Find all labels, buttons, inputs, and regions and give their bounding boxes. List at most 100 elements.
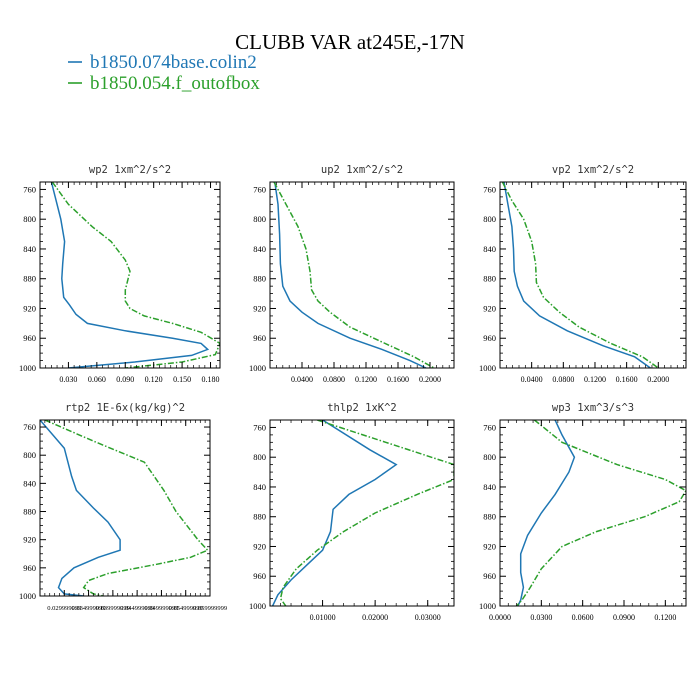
panel-title: wp2 1xm^2/s^2 [89, 164, 171, 176]
x-tick-label: 0.150 [173, 375, 191, 384]
y-tick-label: 840 [23, 478, 36, 488]
y-tick-label: 880 [23, 507, 36, 517]
y-tick-label: 800 [253, 214, 266, 224]
y-tick-label: 1000 [19, 591, 36, 601]
y-tick-label: 760 [483, 422, 496, 432]
y-tick-label: 1000 [479, 363, 496, 373]
series-line-base [517, 420, 576, 606]
x-tick-label: 0.030 [59, 375, 77, 384]
series-line-base [40, 420, 121, 596]
x-tick-label: 0.1600 [387, 375, 409, 384]
y-tick-label: 960 [23, 333, 36, 343]
x-tick-label: 0.029999999 [47, 605, 81, 612]
y-tick-label: 920 [483, 541, 496, 551]
y-tick-label: 920 [253, 541, 266, 551]
x-tick-label: 0.1600 [616, 375, 638, 384]
x-tick-label: 0.1200 [355, 375, 377, 384]
y-tick-label: 1000 [249, 363, 266, 373]
panel-6: wp3 1xm^3/s^3 760 800 840 880 920 960 1000 0.000… [479, 402, 687, 622]
panel-title: wp3 1xm^3/s^3 [552, 402, 634, 414]
series-line-outofbox [279, 420, 454, 606]
panel-title: rtp2 1E-6x(kg/kg)^2 [65, 402, 185, 414]
y-tick-label: 760 [23, 422, 36, 432]
y-tick-label: 840 [253, 482, 266, 492]
y-tick-label: 960 [483, 571, 496, 581]
series-line-outofbox [273, 182, 435, 368]
y-tick-label: 760 [23, 184, 36, 194]
x-tick-label: 0.0400 [291, 375, 313, 384]
panel-1: wp2 1xm^2/s^2 760 800 840 880 920 960 1000 0.030… [19, 164, 221, 384]
y-tick-label: 960 [253, 571, 266, 581]
x-tick-label: 0.2000 [419, 375, 441, 384]
y-tick-label: 800 [483, 452, 496, 462]
x-tick-label: 0.049999999 [144, 605, 178, 612]
legend: b1850.074base.colin2 b1850.054.f_outofbo… [68, 52, 260, 94]
x-tick-label: 0.01000 [310, 613, 336, 622]
y-tick-label: 1000 [19, 363, 36, 373]
x-tick-label: 0.03000 [415, 613, 441, 622]
y-tick-label: 880 [483, 274, 496, 284]
y-tick-label: 920 [23, 535, 36, 545]
series-line-base [50, 182, 210, 368]
figure-title: CLUBB VAR at245E,-17N [235, 30, 465, 54]
series-line-outofbox [51, 182, 220, 368]
y-tick-label: 920 [253, 303, 266, 313]
x-tick-label: 0.044999999 [120, 605, 154, 612]
x-tick-label: 0.059999999 [193, 605, 227, 612]
series-line-base [274, 182, 427, 368]
y-tick-label: 760 [483, 184, 496, 194]
x-tick-label: 0.02000 [362, 613, 388, 622]
x-tick-label: 0.0000 [489, 613, 511, 622]
y-tick-label: 800 [23, 450, 36, 460]
x-tick-label: 0.1200 [654, 613, 676, 622]
series-line-base [503, 182, 651, 368]
y-tick-label: 800 [23, 214, 36, 224]
x-tick-label: 0.054999999 [169, 605, 203, 612]
y-tick-label: 880 [253, 512, 266, 522]
series-line-outofbox [44, 420, 209, 596]
panel-3: vp2 1xm^2/s^2 760 800 840 880 920 960 1000 0.040… [479, 164, 687, 384]
series-line-base [271, 420, 398, 606]
y-tick-label: 800 [483, 214, 496, 224]
y-tick-label: 840 [483, 482, 496, 492]
plot-frame [39, 419, 211, 597]
y-tick-label: 760 [253, 422, 266, 432]
panel-title: thlp2 1xK^2 [327, 402, 397, 414]
panel-title: vp2 1xm^2/s^2 [552, 164, 634, 176]
plot-frame [269, 419, 455, 607]
legend-label-base: b1850.074base.colin2 [90, 52, 257, 73]
x-tick-label: 0.0400 [521, 375, 543, 384]
y-tick-label: 1000 [479, 601, 496, 611]
y-tick-label: 800 [253, 452, 266, 462]
panel-title: up2 1xm^2/s^2 [321, 164, 403, 176]
plot-frame [39, 181, 221, 369]
y-tick-label: 1000 [249, 601, 266, 611]
y-tick-label: 840 [23, 244, 36, 254]
legend-label-outofbox: b1850.054.f_outofbox [90, 73, 260, 94]
y-tick-label: 840 [483, 244, 496, 254]
series-line-outofbox [515, 420, 686, 606]
x-tick-label: 0.034999999 [72, 605, 106, 612]
x-tick-label: 0.0300 [530, 613, 552, 622]
x-tick-label: 0.0900 [613, 613, 635, 622]
x-tick-label: 0.180 [202, 375, 220, 384]
x-tick-label: 0.2000 [647, 375, 669, 384]
plot-frame [499, 419, 687, 607]
plot-frame [269, 181, 455, 369]
y-tick-label: 760 [253, 184, 266, 194]
y-tick-label: 920 [483, 303, 496, 313]
x-tick-label: 0.039999999 [96, 605, 130, 612]
y-tick-label: 880 [483, 512, 496, 522]
y-tick-label: 880 [23, 274, 36, 284]
panels: wp2 1xm^2/s^2 760 800 840 880 920 960 1000 0.030… [19, 164, 687, 622]
y-tick-label: 920 [23, 303, 36, 313]
x-tick-label: 0.0800 [323, 375, 345, 384]
panel-2: up2 1xm^2/s^2 760 800 840 880 920 960 1000 0.040… [249, 164, 455, 384]
x-tick-label: 0.0800 [552, 375, 574, 384]
plot-frame [499, 181, 687, 369]
series-line-outofbox [501, 182, 659, 368]
y-tick-label: 960 [23, 563, 36, 573]
y-tick-label: 960 [253, 333, 266, 343]
x-tick-label: 0.0600 [572, 613, 594, 622]
